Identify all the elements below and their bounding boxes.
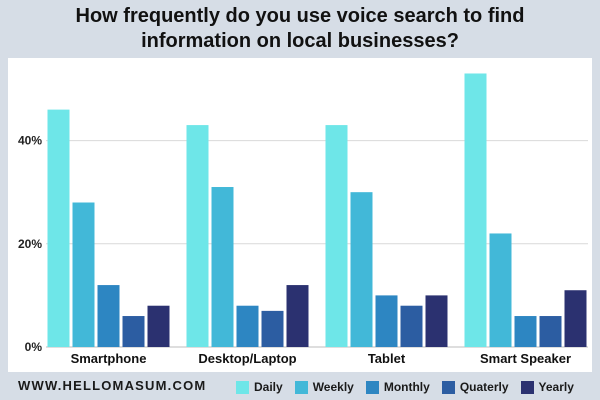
bar [236, 305, 259, 347]
legend-item: Daily [236, 380, 283, 394]
site-url: WWW.HELLOMASUM.COM [18, 378, 207, 393]
legend-swatch [365, 380, 379, 394]
bar [539, 316, 562, 347]
y-tick-label: 40% [18, 134, 42, 148]
y-tick-label: 20% [18, 237, 42, 251]
legend-item: Weekly [294, 380, 354, 394]
bar [286, 285, 309, 347]
bar [186, 125, 209, 347]
legend-item: Quaterly [441, 380, 509, 394]
legend-swatch [441, 380, 455, 394]
legend-label: Monthly [383, 380, 430, 394]
x-tick-label: Smart Speaker [480, 351, 571, 366]
x-tick-label: Tablet [368, 351, 406, 366]
bar-chart: 0% 20% 40% Smartphone Desktop/Laptop Tablet Sm… [18, 73, 588, 366]
legend-label: Weekly [312, 380, 354, 394]
legend-swatch [520, 380, 534, 394]
legend-swatch [294, 380, 308, 394]
bar [514, 316, 537, 347]
legend-swatch [236, 380, 249, 394]
bar [211, 187, 234, 347]
title-line-1: How frequently do you use voice search t… [75, 5, 525, 27]
legend-item: Monthly [365, 380, 430, 394]
y-tick-label: 0% [25, 340, 43, 354]
legend-item: Yearly [520, 380, 574, 394]
bar [261, 310, 284, 347]
bar [72, 202, 95, 347]
bar [47, 109, 70, 347]
bar [425, 295, 448, 347]
x-tick-label: Smartphone [71, 351, 147, 366]
bar [489, 233, 512, 347]
bar [325, 125, 348, 347]
legend-label: Yearly [538, 380, 574, 394]
legend-label: Daily [254, 380, 283, 394]
bar [400, 305, 423, 347]
legend-label: Quaterly [459, 380, 509, 394]
bar [350, 192, 373, 347]
bar [464, 73, 487, 347]
bar [147, 305, 170, 347]
legend: Daily Weekly Monthly Quaterly Yearly [236, 379, 586, 395]
title-line-2: information on local businesses? [141, 30, 459, 52]
chart-title: How frequently do you use voice search t… [0, 4, 600, 54]
bar [97, 285, 120, 347]
bar [122, 316, 145, 347]
bar [375, 295, 398, 347]
x-tick-label: Desktop/Laptop [198, 351, 296, 366]
bar [564, 290, 587, 347]
